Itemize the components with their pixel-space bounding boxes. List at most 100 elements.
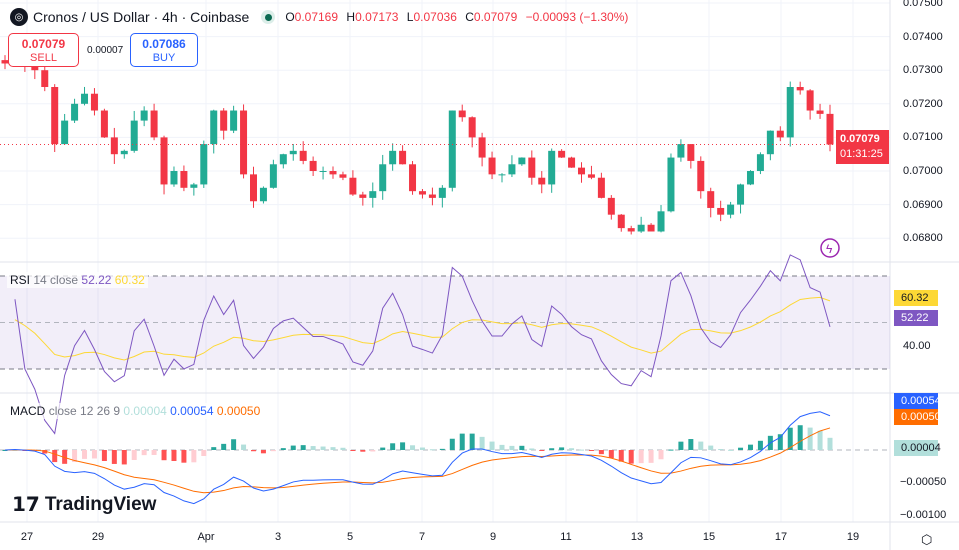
macd-histogram-bar [539,450,545,451]
macd-histogram-bar [2,450,8,451]
macd-histogram-bar [728,449,734,451]
rsi-tag: 52.22 [894,310,938,326]
macd-histogram-bar [390,443,396,450]
cronos-logo-icon: ◎ [10,8,28,26]
candle-body [51,87,59,145]
candle-body [687,144,695,161]
macd-histogram-bar [509,445,515,450]
histogram-tag: 0.00004 [894,440,941,456]
macd-histogram-bar [419,447,425,450]
macd-histogram-bar [429,449,435,451]
macd-histogram-bar [191,450,197,463]
candle-countdown: 01:31:25 [840,148,883,160]
candle-body [597,177,605,198]
candle-body [170,171,178,185]
tradingview-logo[interactable]: 𝟭𝟳 TradingView [12,493,157,517]
candle-body [259,187,267,202]
buy-button[interactable]: 0.07086 BUY [130,33,198,67]
candle-body [498,174,506,176]
price-axis-tick: 0.07400 [903,30,943,43]
candle-body [438,187,446,198]
macd-histogram-bar [559,447,565,450]
macd-histogram-bar [350,450,356,451]
macd-histogram-bar [588,450,594,451]
macd-histogram-bar [250,450,256,452]
candle-body [309,160,317,171]
candle-body [508,164,516,175]
candle-body [587,174,595,178]
macd-histogram-bar [479,436,485,450]
candle-body [150,110,158,138]
tv-logo-icon: 𝟭𝟳 [12,494,40,516]
macd-histogram-bar [598,450,604,455]
candle-body [319,171,327,172]
candle-body [418,191,426,195]
macd-histogram-bar [757,440,763,450]
time-axis-label: 29 [91,531,105,543]
macd-histogram-bar [449,438,455,450]
rsi-ma-tag: 60.32 [894,290,938,306]
macd-histogram-bar [211,447,217,450]
macd-legend[interactable]: MACD close 12 26 9 0.00004 0.00054 0.000… [7,403,264,419]
candle-body [776,130,784,138]
macd-histogram-bar [131,450,137,460]
candle-body [578,167,586,175]
macd-histogram-bar [549,448,555,450]
macd-histogram-bar [380,447,386,450]
candle-body [230,110,238,131]
candle-body [667,157,675,212]
candle-body [737,184,745,205]
candle-body [71,103,79,121]
candle-body [458,110,466,118]
macd-histogram-bar [738,447,744,450]
candle-body [160,137,168,185]
macd-histogram-bar [688,439,694,450]
time-axis-label: 9 [489,531,497,543]
time-axis-label: Apr [197,531,215,543]
candle-body [349,177,357,195]
candle-body [220,110,228,131]
price-axis-tick: 0.07000 [903,165,943,177]
candle-body [548,150,556,185]
time-axis-label: 11 [560,531,572,543]
candle-body [120,150,128,155]
candle-body [697,160,705,192]
lightning-icon: ϟ [826,242,833,256]
macd-histogram-bar [270,450,276,452]
macd-histogram-bar [529,448,535,450]
market-status-icon[interactable] [261,10,276,24]
candle-body [180,171,188,188]
symbol-header: ◎ Cronos / US Dollar · 4h · Coinbase O0.… [10,8,633,26]
candle-body [379,164,387,192]
rsi-legend[interactable]: RSI 14 close 52.22 60.32 [7,272,148,288]
candle-body [81,93,89,104]
candle-body [100,110,108,138]
macd-line [4,411,831,505]
candle-body [140,110,148,121]
macd-histogram-bar [777,434,783,450]
macd-histogram-bar [489,441,495,450]
candle-body [647,224,655,232]
candle-body [816,110,824,114]
macd-histogram-bar [608,450,614,459]
macd-histogram-bar [797,425,803,450]
candle-body [518,157,526,165]
macd-histogram-bar [678,441,684,450]
candle-body [389,150,397,165]
symbol-title[interactable]: Cronos / US Dollar · 4h · Coinbase [33,9,250,25]
macd-histogram-bar [62,450,68,464]
signal-tag: 0.00050 [894,409,941,425]
candle-body [269,164,277,188]
macd-histogram-bar [658,450,664,460]
candle-body [110,137,118,155]
rsi-axis-tick: 40.00 [903,340,931,352]
macd-histogram-bar [340,447,346,450]
candle-body [448,110,456,188]
candle-body [130,120,138,151]
settings-icon[interactable]: ⬡ [921,532,933,547]
price-axis-tick: 0.07200 [903,97,943,110]
sell-button[interactable]: 0.07079 SELL [8,33,79,67]
candle-body [786,87,794,138]
macd-axis-tick: −0.00100 [900,509,947,521]
